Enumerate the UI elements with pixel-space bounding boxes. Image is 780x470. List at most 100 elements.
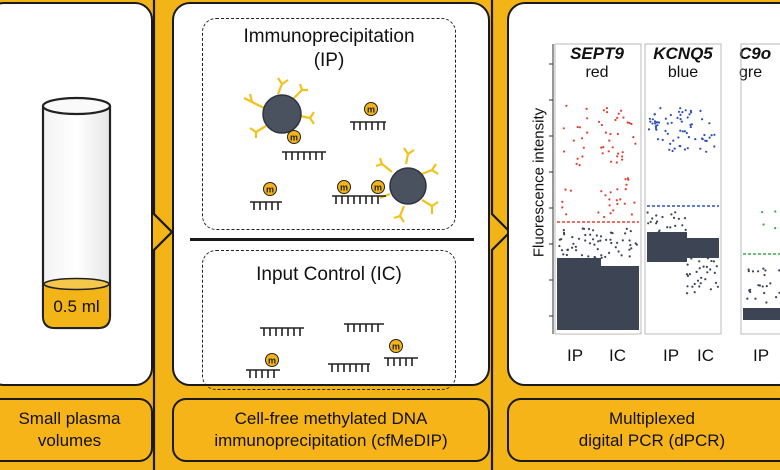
x-label-ip: IP <box>567 346 584 365</box>
droplet <box>715 265 718 268</box>
positive-droplet <box>608 198 611 201</box>
positive-droplet <box>686 116 689 119</box>
positive-droplet <box>604 194 607 197</box>
droplet <box>599 235 603 238</box>
ic-box: Input Control (IC) <box>202 250 456 390</box>
positive-droplet <box>565 213 568 216</box>
positive-droplet <box>655 121 658 124</box>
positive-droplet <box>601 152 604 155</box>
positive-droplet <box>699 109 702 112</box>
positive-droplet <box>572 139 575 142</box>
positive-droplet <box>630 213 633 216</box>
positive-droplet <box>686 147 689 150</box>
droplet <box>681 224 684 227</box>
droplet <box>709 288 712 291</box>
positive-droplet <box>661 138 664 142</box>
methyl-letter: m <box>340 183 348 193</box>
droplet <box>649 220 652 223</box>
negative-cluster <box>687 238 719 258</box>
gene-color-word: red <box>585 64 609 81</box>
positive-droplet <box>689 125 692 129</box>
droplet <box>588 242 592 245</box>
positive-droplet <box>622 116 625 119</box>
droplet <box>686 263 689 266</box>
positive-droplet <box>651 122 654 125</box>
droplet <box>765 301 768 304</box>
droplet <box>751 270 755 273</box>
caption-line2: volumes <box>37 431 102 450</box>
positive-droplet <box>621 158 624 161</box>
gene-label-c9o: C9o gre <box>739 44 780 82</box>
droplet <box>597 240 600 243</box>
droplet <box>566 248 570 251</box>
positive-droplet <box>700 137 704 140</box>
droplet <box>747 270 750 273</box>
droplet <box>670 213 673 216</box>
positive-droplet <box>677 136 680 139</box>
positive-droplet <box>671 149 674 153</box>
positive-droplet <box>619 198 622 201</box>
positive-droplet <box>774 227 777 230</box>
positive-droplet <box>621 155 624 158</box>
positive-droplet <box>648 117 651 120</box>
gene-color-word: blue <box>667 64 699 81</box>
positive-droplet <box>609 191 612 194</box>
positive-droplet <box>621 151 624 154</box>
positive-droplet <box>634 142 637 145</box>
ip-box: Immunoprecipitation (IP) <box>202 18 456 230</box>
caption-line1: Multiplexed <box>609 409 695 428</box>
positive-droplet <box>710 134 713 137</box>
methyl-letter: m <box>266 185 274 195</box>
ip-title-line1: Immunoprecipitation <box>243 26 415 47</box>
droplet <box>593 243 596 246</box>
positive-droplet <box>654 122 657 125</box>
droplet <box>746 297 749 300</box>
positive-droplet <box>607 150 610 153</box>
positive-droplet <box>606 111 609 114</box>
positive-droplet <box>563 150 566 153</box>
plot-frame-c9o <box>740 43 780 335</box>
antibody-bead-icon <box>375 147 439 223</box>
droplet <box>714 281 718 284</box>
caption-line2: digital PCR (dPCR) <box>578 431 726 450</box>
positive-droplet <box>602 109 605 112</box>
positive-droplet <box>561 206 564 209</box>
positive-droplet <box>569 189 572 192</box>
plot-frame-kcnq5 <box>644 43 722 335</box>
positive-droplet <box>616 116 619 119</box>
positive-droplet <box>681 130 684 133</box>
methyl-letter: m <box>392 342 400 352</box>
positive-droplet <box>677 110 681 113</box>
divider <box>190 238 474 241</box>
droplet <box>669 226 672 229</box>
positive-droplet <box>617 152 620 155</box>
positive-droplet <box>626 177 629 180</box>
positive-droplet <box>679 107 682 110</box>
positive-droplet <box>575 162 578 165</box>
droplet <box>762 267 765 270</box>
positive-droplet <box>576 157 579 160</box>
droplet <box>563 233 566 236</box>
droplet <box>634 242 637 245</box>
droplet <box>651 217 654 220</box>
gene-color-word: gre <box>739 64 763 81</box>
droplet <box>600 256 603 259</box>
droplet <box>754 297 757 300</box>
droplet <box>624 232 627 235</box>
droplet <box>616 241 619 244</box>
positive-droplet <box>669 113 672 117</box>
tube-volume-label: 0.5 ml <box>53 297 100 316</box>
positive-droplet <box>585 107 588 110</box>
droplet <box>699 282 702 285</box>
droplet <box>625 227 628 230</box>
negative-cluster <box>557 258 601 330</box>
droplet <box>599 239 602 242</box>
droplet <box>574 245 577 248</box>
droplet <box>712 260 715 263</box>
droplet <box>769 282 772 285</box>
positive-droplet <box>669 142 672 145</box>
positive-droplet <box>681 111 684 114</box>
droplet <box>658 229 661 232</box>
droplet <box>589 233 592 236</box>
positive-droplet <box>605 107 608 110</box>
